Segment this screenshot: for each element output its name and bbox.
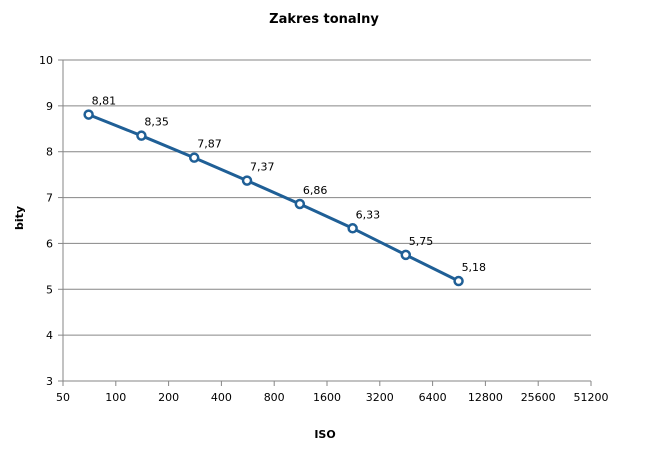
data-point	[294, 198, 306, 210]
x-tick-label: 1600	[313, 391, 341, 404]
x-tick-label: 6400	[419, 391, 447, 404]
y-tick-label: 10	[39, 54, 53, 67]
data-label: 7,37	[250, 161, 274, 174]
data-point	[453, 275, 464, 287]
gridlines	[63, 59, 591, 336]
x-tick-label: 51200	[574, 391, 609, 404]
data-point	[136, 130, 147, 141]
data-point	[241, 175, 253, 186]
y-tick-label: 5	[46, 283, 53, 296]
data-label: 6,86	[303, 184, 328, 197]
data-label: 8,81	[92, 95, 117, 108]
x-tick-labels: 50 100 200 400 800 1600 3200 6400 12800 25600 5120…	[56, 391, 609, 404]
series-line	[88, 113, 460, 283]
x-tick-label: 800	[264, 391, 285, 404]
x-tick-label: 200	[158, 391, 179, 404]
axes	[58, 59, 592, 386]
chart-title: Zakres tonalny	[269, 12, 379, 27]
data-label: 6,33	[356, 208, 381, 221]
y-tick-label: 6	[46, 237, 53, 250]
x-tick-label: 25600	[521, 391, 556, 404]
data-labels: 8,81 8,35 7,87 7,37 6,86 6,33 5,75 5,18	[92, 95, 486, 274]
data-label: 8,35	[144, 116, 169, 129]
data-point	[188, 152, 200, 163]
y-tick-label: 7	[46, 192, 53, 205]
y-tick-label: 3	[46, 375, 53, 388]
y-tick-label: 4	[46, 329, 53, 342]
x-axis-title: ISO	[314, 428, 336, 441]
series-layer	[83, 109, 464, 287]
data-point	[83, 109, 94, 120]
data-label: 7,87	[197, 138, 222, 151]
y-tick-label: 8	[46, 146, 53, 159]
x-tick-label: 100	[105, 391, 126, 404]
y-tick-labels: 3 4 5 6 7 8 9 10	[39, 54, 53, 388]
x-tick-label: 400	[211, 391, 232, 404]
x-tick-label: 50	[56, 391, 70, 404]
x-tick-label: 12800	[468, 391, 503, 404]
data-label: 5,18	[462, 261, 487, 274]
data-point	[347, 223, 358, 234]
data-label: 5,75	[409, 235, 434, 248]
y-tick-label: 9	[46, 100, 53, 113]
data-point	[400, 249, 412, 261]
x-tick-label: 3200	[366, 391, 394, 404]
